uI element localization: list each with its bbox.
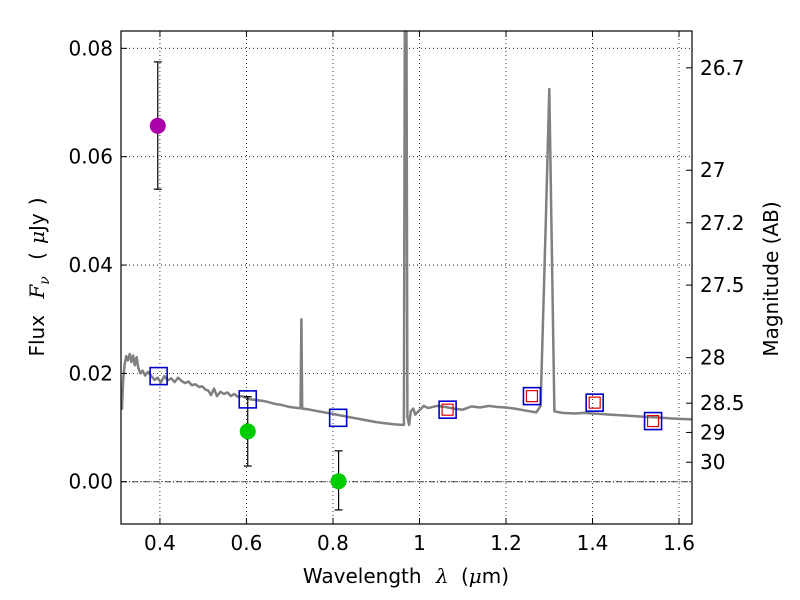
y-axis-label-unit-rest: Jy	[25, 213, 49, 233]
x-axis-ticks: 0.4 0.6 0.8 1 1.2 1.4 1.6	[144, 31, 695, 555]
x-tick-label: 1	[413, 531, 426, 555]
limit-box	[441, 403, 454, 416]
x-axis-label-prefix: Wavelength	[303, 564, 422, 588]
x-tick-label: 1.4	[577, 531, 609, 555]
x-tick-label: 1.2	[490, 531, 522, 555]
y-axis-label: Flux Fν ( μJy)	[25, 197, 54, 356]
x-axis-label-unit-open: (	[461, 564, 469, 588]
x-tick-label: 0.4	[144, 531, 176, 555]
mag-tick-label: 29	[700, 420, 725, 444]
model-box	[522, 386, 542, 406]
limit-boxes	[441, 390, 660, 428]
x-tick-label: 0.6	[231, 531, 263, 555]
y-tick-label: 0.08	[68, 36, 113, 60]
model-box	[238, 390, 258, 409]
x-axis-label: Wavelength λ (μm)	[303, 564, 509, 588]
observed-point	[330, 473, 347, 490]
model-box	[328, 408, 348, 428]
y-axis-label-prefix: Flux	[25, 315, 49, 357]
y-tick-label: 0.00	[68, 470, 113, 494]
x-tick-label: 0.8	[317, 531, 349, 555]
magnitude-axis-label: Magnitude (AB)	[759, 201, 783, 356]
limit-box	[525, 390, 539, 403]
y-axis-label-unit-mu: μ	[25, 231, 49, 244]
mag-tick-label: 27	[700, 158, 725, 182]
mag-tick-label: 27.5	[700, 273, 745, 297]
x-axis-label-symbol: λ	[435, 564, 449, 588]
mag-tick-label: 30	[700, 450, 725, 474]
plot-frame	[120, 30, 693, 525]
y-axis-ticks: 0.00 0.02 0.04 0.06 0.08	[68, 36, 127, 494]
limit-box	[646, 414, 660, 428]
y-tick-label: 0.06	[68, 145, 113, 169]
observed-point	[239, 423, 256, 440]
model-sed-line	[120, 30, 693, 427]
observed-point	[149, 117, 166, 134]
observed-points	[149, 117, 347, 490]
limit-box	[588, 396, 601, 409]
y-axis-label-subscript: ν	[37, 276, 53, 285]
x-axis-label-unit-rest: m)	[482, 564, 509, 588]
model-boxes	[149, 366, 663, 431]
y-axis-label-unit-close: )	[25, 197, 49, 205]
mag-tick-label: 27.2	[700, 211, 745, 235]
model-box	[643, 411, 663, 431]
model-box	[585, 393, 604, 412]
mag-tick-label: 28	[700, 346, 725, 370]
y-tick-label: 0.04	[68, 253, 113, 277]
y-tick-label: 0.02	[68, 361, 113, 385]
y-axis-label-symbol: F	[25, 284, 49, 300]
y-axis-label-unit-open: (	[25, 252, 49, 260]
model-box	[149, 366, 168, 386]
model-box	[438, 400, 457, 419]
x-tick-label: 1.6	[663, 531, 695, 555]
magnitude-axis-ticks: 26.7 27 27.2 27.5 28 28.5 29 30	[686, 56, 745, 474]
x-axis-label-unit-mu: μ	[469, 564, 482, 588]
mag-tick-label: 28.5	[700, 391, 745, 415]
mag-tick-label: 26.7	[700, 56, 745, 80]
